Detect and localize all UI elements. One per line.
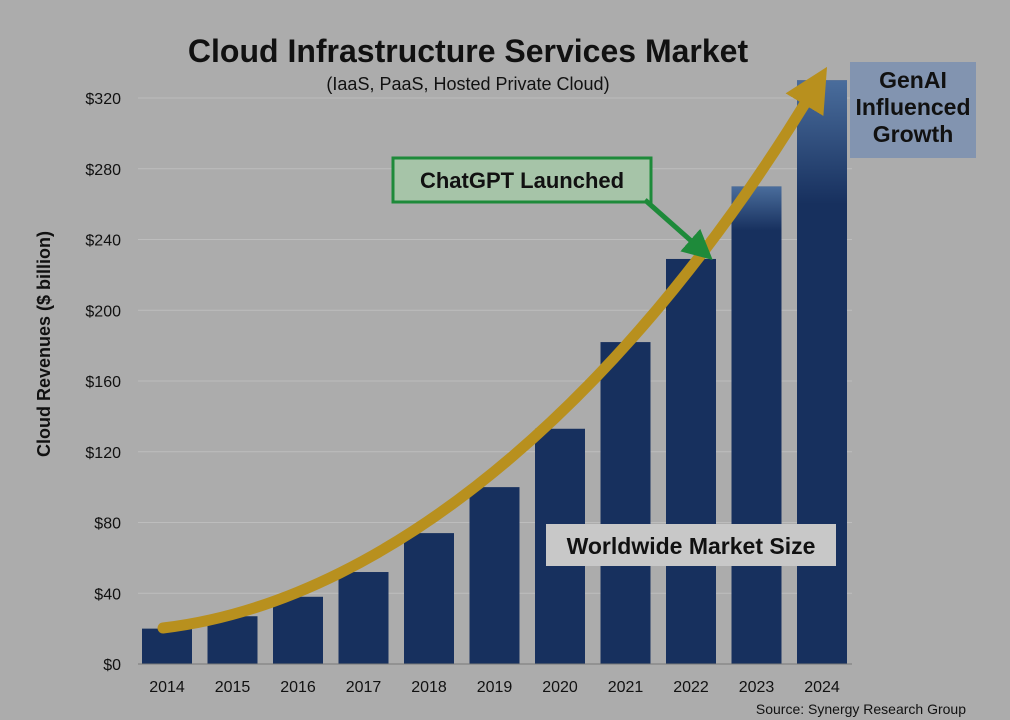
x-tick-label: 2015: [215, 679, 251, 696]
chatgpt-callout-label: ChatGPT Launched: [420, 168, 624, 193]
genai-label-line1: GenAI: [879, 67, 947, 93]
y-tick-label: $280: [85, 162, 121, 179]
genai-growth-box: GenAI Influenced Growth: [850, 62, 976, 158]
source-note: Source: Synergy Research Group: [756, 701, 966, 717]
gridlines: [138, 97, 852, 594]
x-tick-label: 2019: [477, 679, 513, 696]
bar: [469, 487, 520, 664]
x-tick-label: 2016: [280, 679, 316, 696]
x-tick-label: 2014: [149, 679, 185, 696]
genai-label-line2: Influenced: [855, 94, 970, 120]
bar: [600, 342, 651, 664]
x-tick-label: 2017: [346, 679, 382, 696]
x-tick-label: 2023: [739, 679, 775, 696]
genai-label-line3: Growth: [873, 121, 954, 147]
y-tick-label: $120: [85, 445, 121, 462]
y-tick-label: $40: [94, 586, 121, 603]
genai-growth-box-bg: [850, 62, 976, 158]
bar: [273, 596, 323, 664]
bar: [338, 572, 389, 664]
chatgpt-callout-box: [391, 156, 653, 204]
market-size-label: Worldwide Market Size: [567, 533, 816, 559]
y-axis-label: Cloud Revenues ($ billion): [34, 231, 54, 457]
bar: [404, 533, 454, 664]
x-tick-label: 2018: [411, 679, 447, 696]
bar: [731, 186, 782, 664]
bar: [666, 258, 716, 664]
trend-arrow: [157, 66, 828, 634]
market-size-box: Worldwide Market Size: [546, 524, 836, 566]
market-size-box-bg: [546, 524, 836, 566]
y-tick-label: $160: [85, 374, 121, 391]
x-tick-label: 2022: [673, 679, 709, 696]
bar: [142, 628, 192, 664]
y-tick-label: $320: [85, 91, 121, 108]
x-tick-labels: 2014 2015 2016 2017 2018 2019 2020 2021 2022 2023…: [149, 679, 840, 696]
bars: [142, 80, 847, 664]
x-tick-label: 2020: [542, 679, 578, 696]
chart-subtitle: (IaaS, PaaS, Hosted Private Cloud): [326, 74, 609, 94]
y-tick-labels: $0 $40 $80 $120 $160 $200 $240 $280 $320: [85, 91, 121, 674]
chatgpt-callout-arrow: [643, 198, 713, 260]
x-tick-label: 2024: [804, 679, 840, 696]
y-tick-label: $240: [85, 233, 121, 250]
y-tick-label: $200: [85, 303, 121, 320]
y-tick-label: $80: [94, 516, 121, 533]
chart-title: Cloud Infrastructure Services Market: [188, 33, 749, 69]
x-tick-label: 2021: [608, 679, 644, 696]
chatgpt-callout: ChatGPT Launched: [391, 156, 713, 260]
y-tick-label: $0: [103, 657, 121, 674]
